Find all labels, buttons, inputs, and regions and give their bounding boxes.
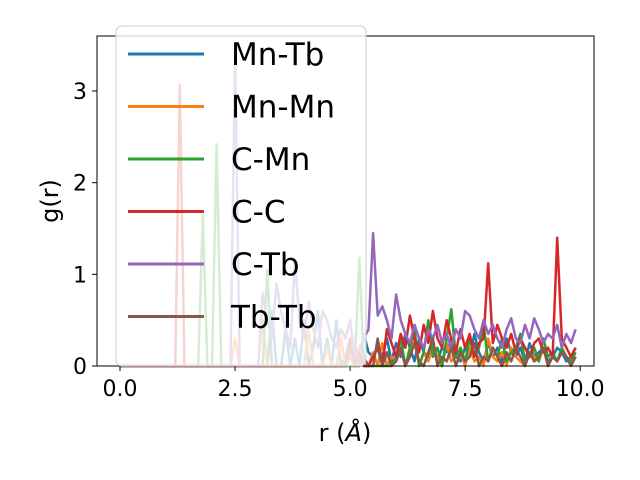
y-tick-label: 0 [73, 355, 87, 380]
legend-label-mn-tb: Mn-Tb [231, 37, 324, 73]
legend-box [115, 25, 367, 367]
legend-label-tb-tb: Tb-Tb [230, 300, 317, 336]
x-tick-label: 0.0 [103, 377, 138, 402]
legend-label-mn-mn: Mn-Mn [231, 90, 335, 126]
legend-label-c-mn: C-Mn [231, 142, 310, 178]
y-tick-label: 1 [73, 263, 87, 288]
x-tick-label: 7.5 [448, 377, 483, 402]
y-axis: 0 1 2 3 [73, 80, 97, 380]
x-axis-label: r (Å) [319, 418, 372, 447]
y-tick-label: 2 [73, 172, 87, 197]
legend-label-c-tb: C-Tb [231, 247, 300, 283]
legend: Mn-Tb Mn-Mn C-Mn C-C C-Tb Tb-Tb [115, 25, 367, 367]
x-tick-label: 2.5 [218, 377, 253, 402]
x-axis-label-close: ) [362, 419, 371, 447]
x-tick-label: 10.0 [556, 377, 605, 402]
legend-label-c-c: C-C [231, 195, 285, 231]
x-axis-label-unit: Å [344, 418, 362, 447]
x-tick-label: 5.0 [333, 377, 368, 402]
y-axis-label: g(r) [36, 179, 64, 223]
x-axis: 0.0 2.5 5.0 7.5 10.0 [103, 366, 605, 402]
y-tick-label: 3 [73, 80, 87, 105]
x-axis-label-text: r ( [319, 419, 346, 447]
